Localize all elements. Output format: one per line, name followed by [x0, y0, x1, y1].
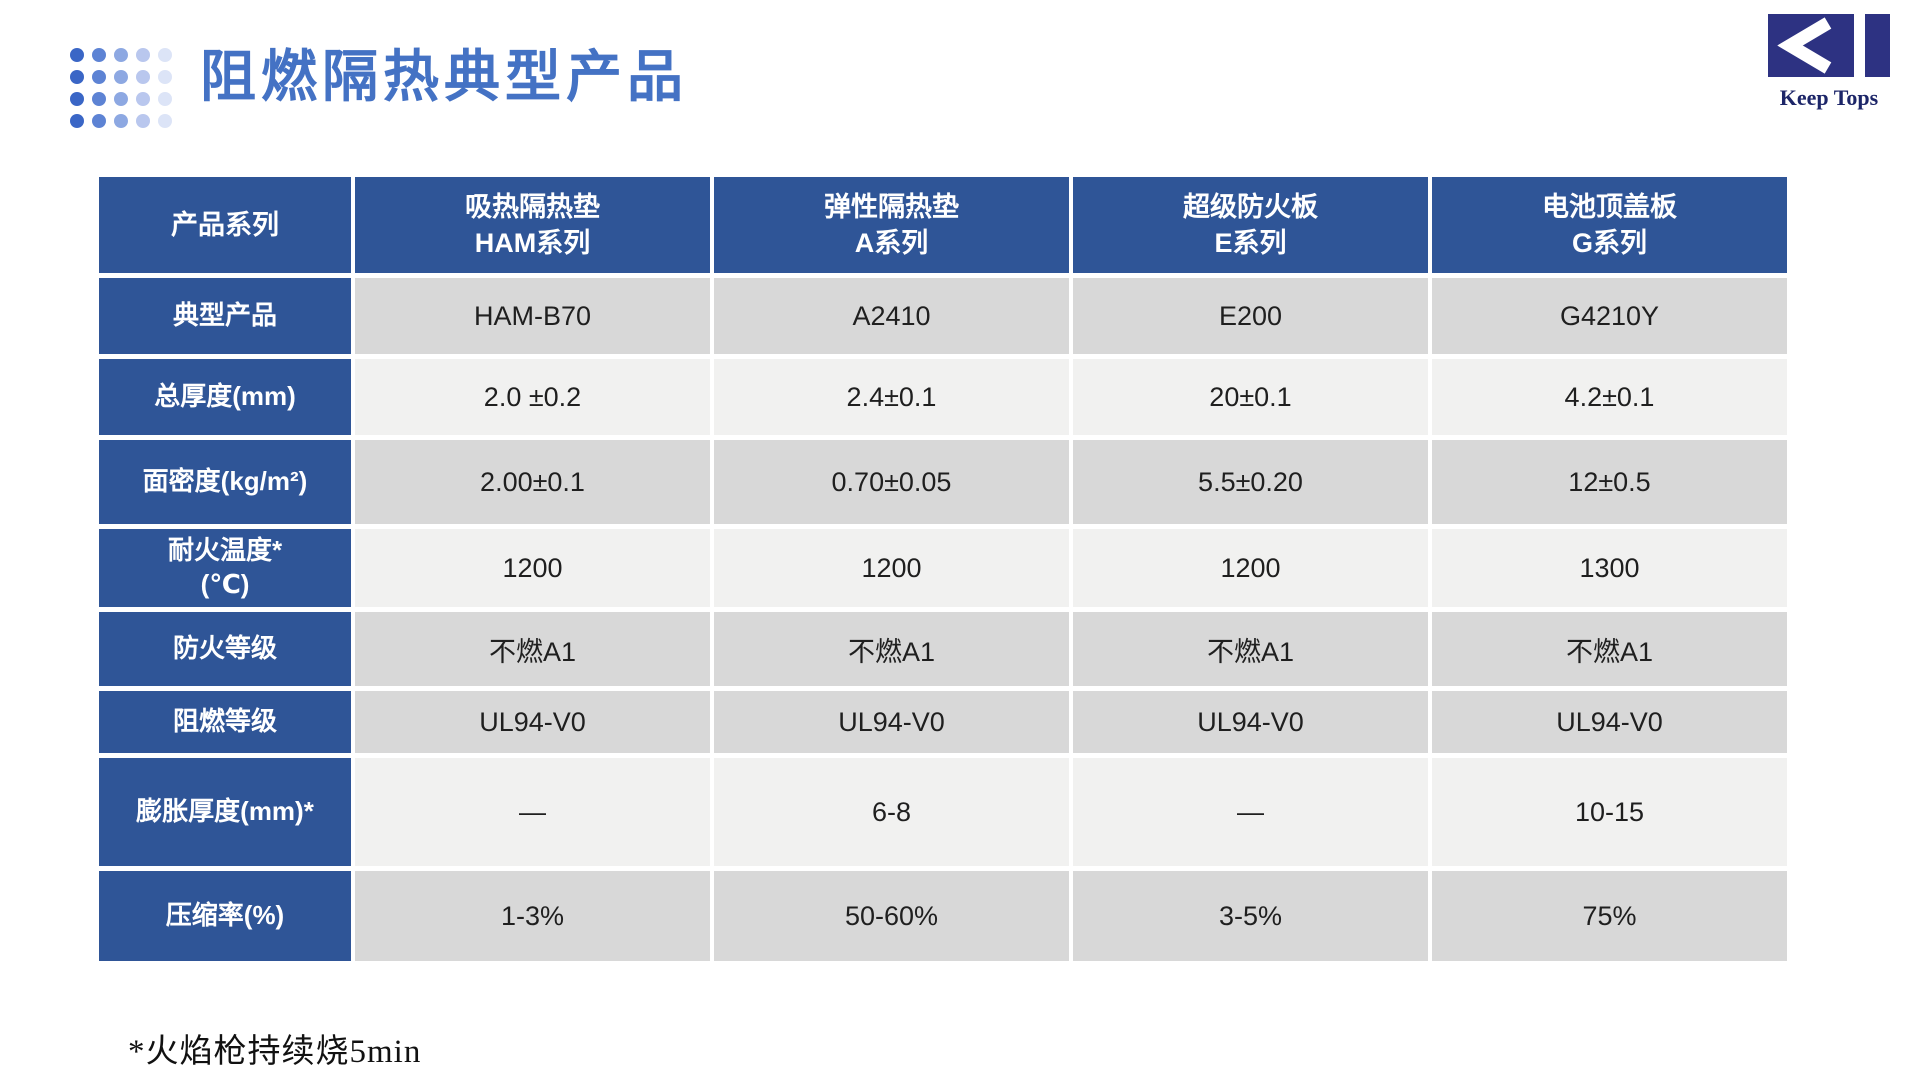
row-label-cell: 防火等级 [99, 612, 351, 686]
decoration-dot [92, 92, 106, 106]
data-cell: 3-5% [1073, 871, 1428, 961]
row-label-cell: 膨胀厚度(mm)* [99, 758, 351, 866]
table-row: 面密度(kg/m²) 2.00±0.1 0.70±0.05 5.5±0.20 1… [99, 440, 1787, 524]
data-cell: 1200 [714, 529, 1069, 607]
data-cell: 不燃A1 [1432, 612, 1787, 686]
dot-grid [70, 48, 180, 136]
product-spec-table: 产品系列 吸热隔热垫 HAM系列 弹性隔热垫 A系列 超级防火板 E系列 电池顶… [95, 172, 1791, 966]
row-label-cell: 总厚度(mm) [99, 359, 351, 435]
data-cell: UL94-V0 [355, 691, 710, 753]
decoration-dot [158, 114, 172, 128]
data-cell: 1200 [1073, 529, 1428, 607]
data-cell: 不燃A1 [355, 612, 710, 686]
data-cell: 20±0.1 [1073, 359, 1428, 435]
data-cell: 不燃A1 [714, 612, 1069, 686]
table-row: 防火等级 不燃A1 不燃A1 不燃A1 不燃A1 [99, 612, 1787, 686]
data-cell: 12±0.5 [1432, 440, 1787, 524]
row-label-cell: 压缩率(%) [99, 871, 351, 961]
decoration-dot [158, 48, 172, 62]
column-header-cell: 吸热隔热垫 HAM系列 [355, 177, 710, 273]
data-cell: A2410 [714, 278, 1069, 354]
column-header-cell: 电池顶盖板 G系列 [1432, 177, 1787, 273]
decoration-dot [92, 48, 106, 62]
data-cell: 1-3% [355, 871, 710, 961]
decoration-dot [114, 92, 128, 106]
data-cell: 10-15 [1432, 758, 1787, 866]
decoration-dot [92, 114, 106, 128]
data-cell: 5.5±0.20 [1073, 440, 1428, 524]
data-cell: 1300 [1432, 529, 1787, 607]
data-cell: 6-8 [714, 758, 1069, 866]
header-row: 产品系列 吸热隔热垫 HAM系列 弹性隔热垫 A系列 超级防火板 E系列 电池顶… [99, 177, 1787, 273]
decoration-dot [158, 70, 172, 84]
logo-chevron-icon [1777, 17, 1832, 74]
data-cell: UL94-V0 [714, 691, 1069, 753]
data-cell: 75% [1432, 871, 1787, 961]
data-cell: HAM-B70 [355, 278, 710, 354]
decoration-dot [136, 70, 150, 84]
decoration-dot [114, 70, 128, 84]
data-cell: 2.0 ±0.2 [355, 359, 710, 435]
table-row: 膨胀厚度(mm)* — 6-8 — 10-15 [99, 758, 1787, 866]
decoration-dot [114, 114, 128, 128]
decoration-dot [136, 114, 150, 128]
logo-mark-icon [1768, 14, 1890, 77]
data-cell: 2.00±0.1 [355, 440, 710, 524]
data-cell: 1200 [355, 529, 710, 607]
row-label-cell: 面密度(kg/m²) [99, 440, 351, 524]
decoration-dot [70, 70, 84, 84]
company-logo: Keep Tops [1768, 14, 1890, 111]
data-cell: 2.4±0.1 [714, 359, 1069, 435]
logo-bar-icon [1854, 14, 1865, 77]
decoration-dot [92, 70, 106, 84]
decoration-dot [70, 92, 84, 106]
column-header-cell: 弹性隔热垫 A系列 [714, 177, 1069, 273]
data-cell: 50-60% [714, 871, 1069, 961]
decoration-dot [114, 48, 128, 62]
row-label-cell: 阻燃等级 [99, 691, 351, 753]
data-cell: G4210Y [1432, 278, 1787, 354]
data-cell: 不燃A1 [1073, 612, 1428, 686]
table-row: 总厚度(mm) 2.0 ±0.2 2.4±0.1 20±0.1 4.2±0.1 [99, 359, 1787, 435]
data-cell: UL94-V0 [1073, 691, 1428, 753]
data-cell: — [355, 758, 710, 866]
footnote: *火焰枪持续烧5min [128, 1034, 422, 1070]
decoration-dot [70, 114, 84, 128]
row-label-cell: 耐火温度* (℃) [99, 529, 351, 607]
decoration-dot [70, 48, 84, 62]
table-row: 耐火温度* (℃) 1200 1200 1200 1300 [99, 529, 1787, 607]
table-row: 典型产品 HAM-B70 A2410 E200 G4210Y [99, 278, 1787, 354]
row-label-cell: 典型产品 [99, 278, 351, 354]
decoration-dot [136, 92, 150, 106]
data-cell: 4.2±0.1 [1432, 359, 1787, 435]
data-cell: — [1073, 758, 1428, 866]
corner-header-cell: 产品系列 [99, 177, 351, 273]
data-cell: E200 [1073, 278, 1428, 354]
table-row: 压缩率(%) 1-3% 50-60% 3-5% 75% [99, 871, 1787, 961]
logo-text: Keep Tops [1779, 85, 1879, 110]
data-cell: UL94-V0 [1432, 691, 1787, 753]
page-title: 阻燃隔热典型产品 [200, 45, 688, 108]
table-row: 阻燃等级 UL94-V0 UL94-V0 UL94-V0 UL94-V0 [99, 691, 1787, 753]
column-header-cell: 超级防火板 E系列 [1073, 177, 1428, 273]
decoration-dot [158, 92, 172, 106]
decoration-dot [136, 48, 150, 62]
data-cell: 0.70±0.05 [714, 440, 1069, 524]
